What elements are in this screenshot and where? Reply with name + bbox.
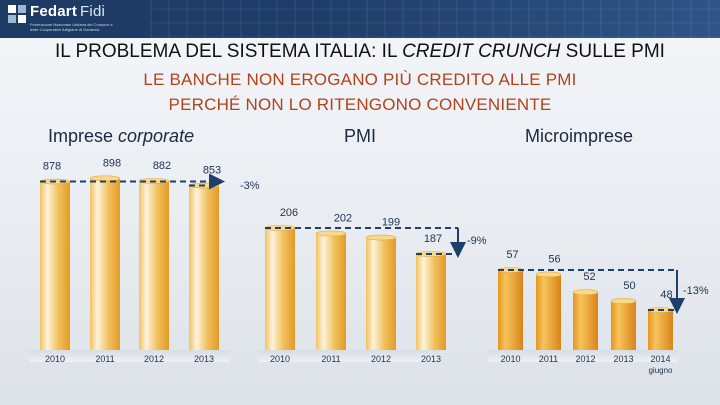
category-label: 2010 [45,354,65,364]
category-label: 2011 [321,354,340,364]
subtitle-line-1: LE BANCHE NON EROGANO PIÙ CREDITO ALLE P… [143,70,577,89]
bar-top [89,175,121,182]
chart-floor [488,350,678,362]
bar-value-label: 882 [153,160,171,172]
bar-value-label: 48 [660,289,672,301]
chart-group-2: 57 2010 56 2011 52 2012 50 2013 48 2014 giugno -13% [488,249,709,375]
category-label: 2013 [194,354,214,364]
change-percent-label: -9% [467,235,487,247]
slide-title: IL PROBLEMA DEL SISTEMA ITALIA: IL CREDI… [0,41,720,63]
category-label: 2013 [421,354,441,364]
bar [536,274,561,350]
bar [611,301,636,350]
logo-name-bold: Fedart [30,3,78,20]
bar-top [365,234,397,241]
category-note: giugno [648,366,673,375]
category-label: 2011 [95,354,114,364]
bar-top [315,230,347,237]
chart-floor [30,350,230,362]
bar [189,185,219,350]
bar-value-label: 52 [583,271,595,283]
bar [90,178,120,350]
bar [265,228,295,350]
category-label: 2012 [575,354,595,364]
bar-value-label: 878 [43,161,61,173]
fedart-fidi-logo: Fedart Fidi Federazione Nazionale Unitari… [8,3,158,35]
group-label-corporate-normal: Imprese [48,126,119,146]
header-bar: Fedart Fidi Federazione Nazionale Unitari… [0,0,720,38]
logo-subtitle: Federazione Nazionale Unitaria dei Conso… [30,22,113,32]
bar-value-label: 202 [334,212,352,224]
category-label: 2010 [500,354,520,364]
bar [316,233,346,350]
chart-group-1: 206 2010 202 2011 199 2012 187 2013 -9% [258,207,487,364]
bar-value-label: 50 [623,280,635,292]
bar [573,292,598,350]
bar [40,181,70,350]
bar-top [572,289,599,296]
slide-title-italic: CREDIT CRUNCH [402,41,561,62]
bar-value-label: 206 [280,207,298,219]
logo-mark-icon [8,5,26,23]
category-label: 2010 [270,354,290,364]
group-label-corporate: Imprese corporate [48,126,194,147]
change-percent-label: -13% [683,285,709,297]
group-label-pmi: PMI [344,126,377,146]
group-label-corporate-italic: corporate [118,126,195,146]
chart-group-0: 878 2010 898 2011 882 2012 853 2013 -3% [30,157,260,364]
bar-value-label: 187 [424,233,442,245]
bar [366,237,396,350]
bar [498,270,523,350]
bar-value-label: 56 [548,253,560,265]
category-label: 2011 [539,354,558,364]
bar-top [535,271,562,278]
change-percent-label: -3% [240,180,260,192]
bar-value-label: 199 [382,217,400,229]
bar-value-label: 57 [506,249,518,261]
slide-title-part3: SULLE PMI [560,41,665,62]
slide-title-part1: IL PROBLEMA DEL SISTEMA ITALIA: IL [55,41,403,62]
category-label: 2012 [144,354,164,364]
group-label-microimprese: Microimprese [525,126,634,146]
logo-name-light: Fidi [80,3,106,20]
chart-floor [258,350,440,362]
subtitle-line-2: PERCHÉ NON LO RITENGONO CONVENIENTE [168,95,552,114]
bar [416,254,446,350]
bar-top [610,298,637,304]
category-label: 2014 [650,354,670,364]
category-label: 2013 [613,354,633,364]
logo-name: Fedart Fidi [30,3,105,20]
bar-value-label: 898 [103,157,121,169]
bar [139,180,169,350]
category-label: 2012 [371,354,391,364]
bar [648,310,673,350]
bar-value-label: 853 [203,165,221,177]
